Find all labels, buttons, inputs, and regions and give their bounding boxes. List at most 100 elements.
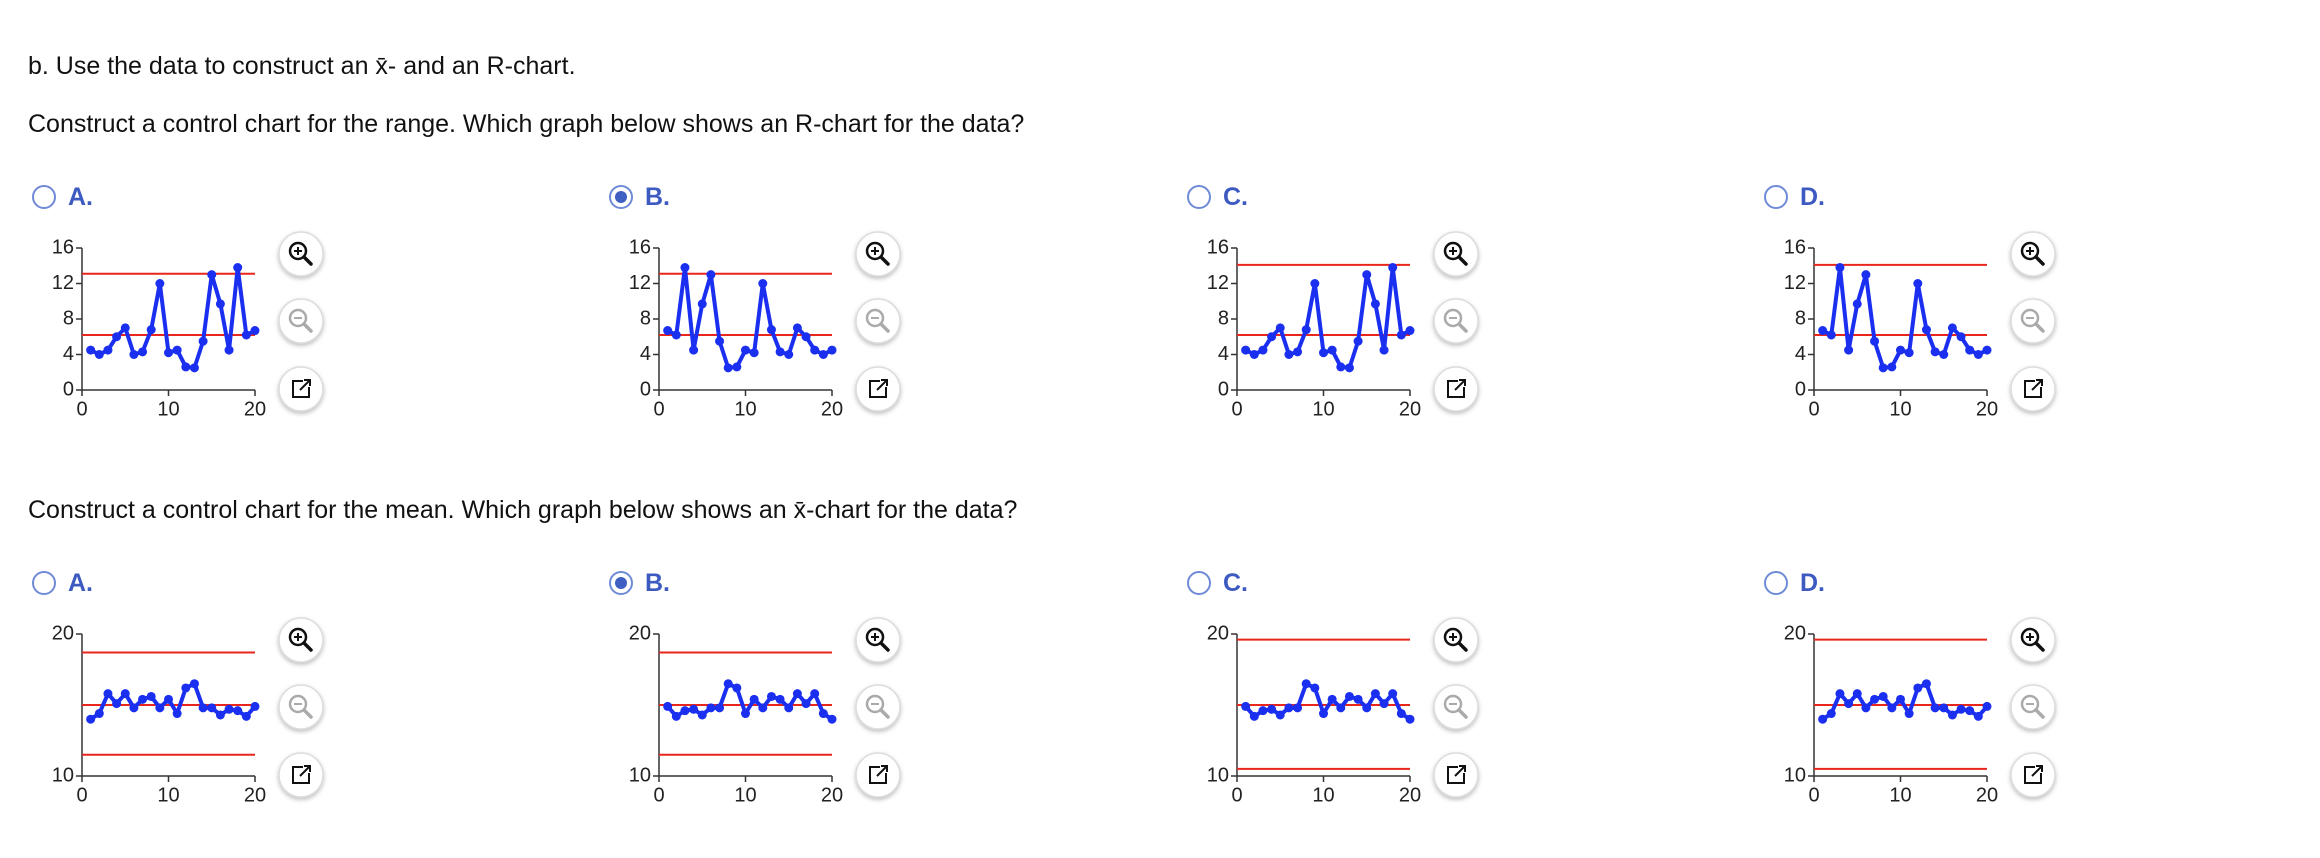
y-tick-label: 12 (52, 272, 74, 294)
open-window[interactable] (1433, 366, 1479, 412)
zoom-out[interactable] (1433, 298, 1479, 344)
zoom-out[interactable] (1433, 684, 1479, 730)
zoom-in[interactable] (2010, 231, 2056, 277)
point (706, 703, 716, 713)
x-tick-label: 0 (653, 398, 664, 420)
x-tick-label: 0 (1231, 784, 1242, 806)
zoom-in[interactable] (278, 231, 324, 277)
radio[interactable] (1764, 571, 1788, 595)
open-window[interactable] (855, 366, 901, 412)
option-head[interactable]: B. (609, 568, 670, 598)
point (1896, 345, 1905, 355)
zoom-in[interactable] (1433, 617, 1479, 663)
y-tick-label: 4 (63, 343, 74, 365)
point (1947, 323, 1957, 333)
point (1310, 683, 1320, 693)
arrow (876, 379, 888, 391)
box (869, 766, 887, 784)
point (792, 689, 802, 699)
option-head[interactable]: A. (32, 568, 93, 598)
point (189, 679, 199, 689)
open-window[interactable] (2010, 366, 2056, 412)
lens (865, 241, 885, 261)
icon-bg (855, 684, 901, 730)
open-window[interactable] (278, 752, 324, 798)
open-window[interactable] (278, 366, 324, 412)
point (241, 330, 251, 340)
point (792, 323, 802, 333)
zoom-out[interactable] (855, 684, 901, 730)
open-window[interactable] (855, 752, 901, 798)
x-tick-label: 10 (1889, 398, 1911, 420)
lens (1443, 308, 1463, 328)
point (224, 704, 234, 714)
radio[interactable] (1764, 185, 1788, 209)
zoom-out[interactable] (2010, 298, 2056, 344)
point (1327, 345, 1337, 355)
point (1405, 326, 1415, 336)
zoom-out[interactable] (2010, 684, 2056, 730)
point (1861, 703, 1871, 713)
radio[interactable] (32, 571, 56, 595)
point (1826, 709, 1836, 719)
point (1396, 709, 1406, 719)
radio[interactable] (609, 185, 633, 209)
point (86, 345, 96, 355)
zoom-in[interactable] (855, 231, 901, 277)
lens (865, 694, 885, 714)
zoom-in[interactable] (855, 617, 901, 663)
radio[interactable] (609, 571, 633, 595)
zoom-in[interactable] (1433, 231, 1479, 277)
box (2024, 766, 2042, 784)
x-tick-label: 20 (821, 398, 843, 420)
point (1939, 703, 1949, 713)
box (292, 766, 310, 784)
question-prompt: Construct a control chart for the mean. … (28, 496, 1018, 524)
zoom-out[interactable] (855, 298, 901, 344)
point (1362, 703, 1372, 713)
open-window[interactable] (1433, 752, 1479, 798)
zoom-out[interactable] (278, 684, 324, 730)
point (155, 279, 165, 288)
option: B. 0 4 8 12 16 0 10 20 (607, 182, 1007, 420)
point (1258, 706, 1268, 716)
option-head[interactable]: D. (1764, 568, 1825, 598)
option-label: A. (68, 182, 93, 211)
point (250, 326, 260, 336)
radio[interactable] (1187, 185, 1211, 209)
y-tick-label: 8 (1218, 307, 1229, 329)
option: C. 10 20 0 10 20 (1185, 568, 1585, 806)
option-head[interactable]: D. (1764, 182, 1825, 212)
header-text: b. Use the data to construct an x̄- and … (28, 52, 576, 80)
point (155, 703, 165, 713)
point (723, 363, 733, 373)
radio[interactable] (1187, 571, 1211, 595)
lens (2020, 241, 2040, 261)
point (233, 263, 243, 273)
point (129, 703, 139, 713)
icon-bg (2010, 617, 2056, 663)
option-head[interactable]: C. (1187, 568, 1248, 598)
option-head[interactable]: A. (32, 182, 93, 212)
x-tick-label: 20 (244, 398, 266, 420)
x-tick-label: 10 (157, 784, 179, 806)
zoom-in[interactable] (278, 617, 324, 663)
point (1887, 362, 1897, 372)
handle (2034, 255, 2045, 266)
option-head[interactable]: B. (609, 182, 670, 212)
point (172, 709, 182, 719)
option: D. 10 20 0 10 20 (1762, 568, 2162, 806)
point (1405, 714, 1415, 724)
point (818, 350, 828, 359)
radio[interactable] (32, 185, 56, 209)
zoom-out[interactable] (278, 298, 324, 344)
point (732, 362, 742, 372)
open-window[interactable] (2010, 752, 2056, 798)
mini-chart: 0 4 8 12 16 0 10 20 (52, 231, 324, 420)
zoom-in[interactable] (2010, 617, 2056, 663)
handle (879, 255, 890, 266)
option-head[interactable]: C. (1187, 182, 1248, 212)
point (215, 710, 225, 720)
